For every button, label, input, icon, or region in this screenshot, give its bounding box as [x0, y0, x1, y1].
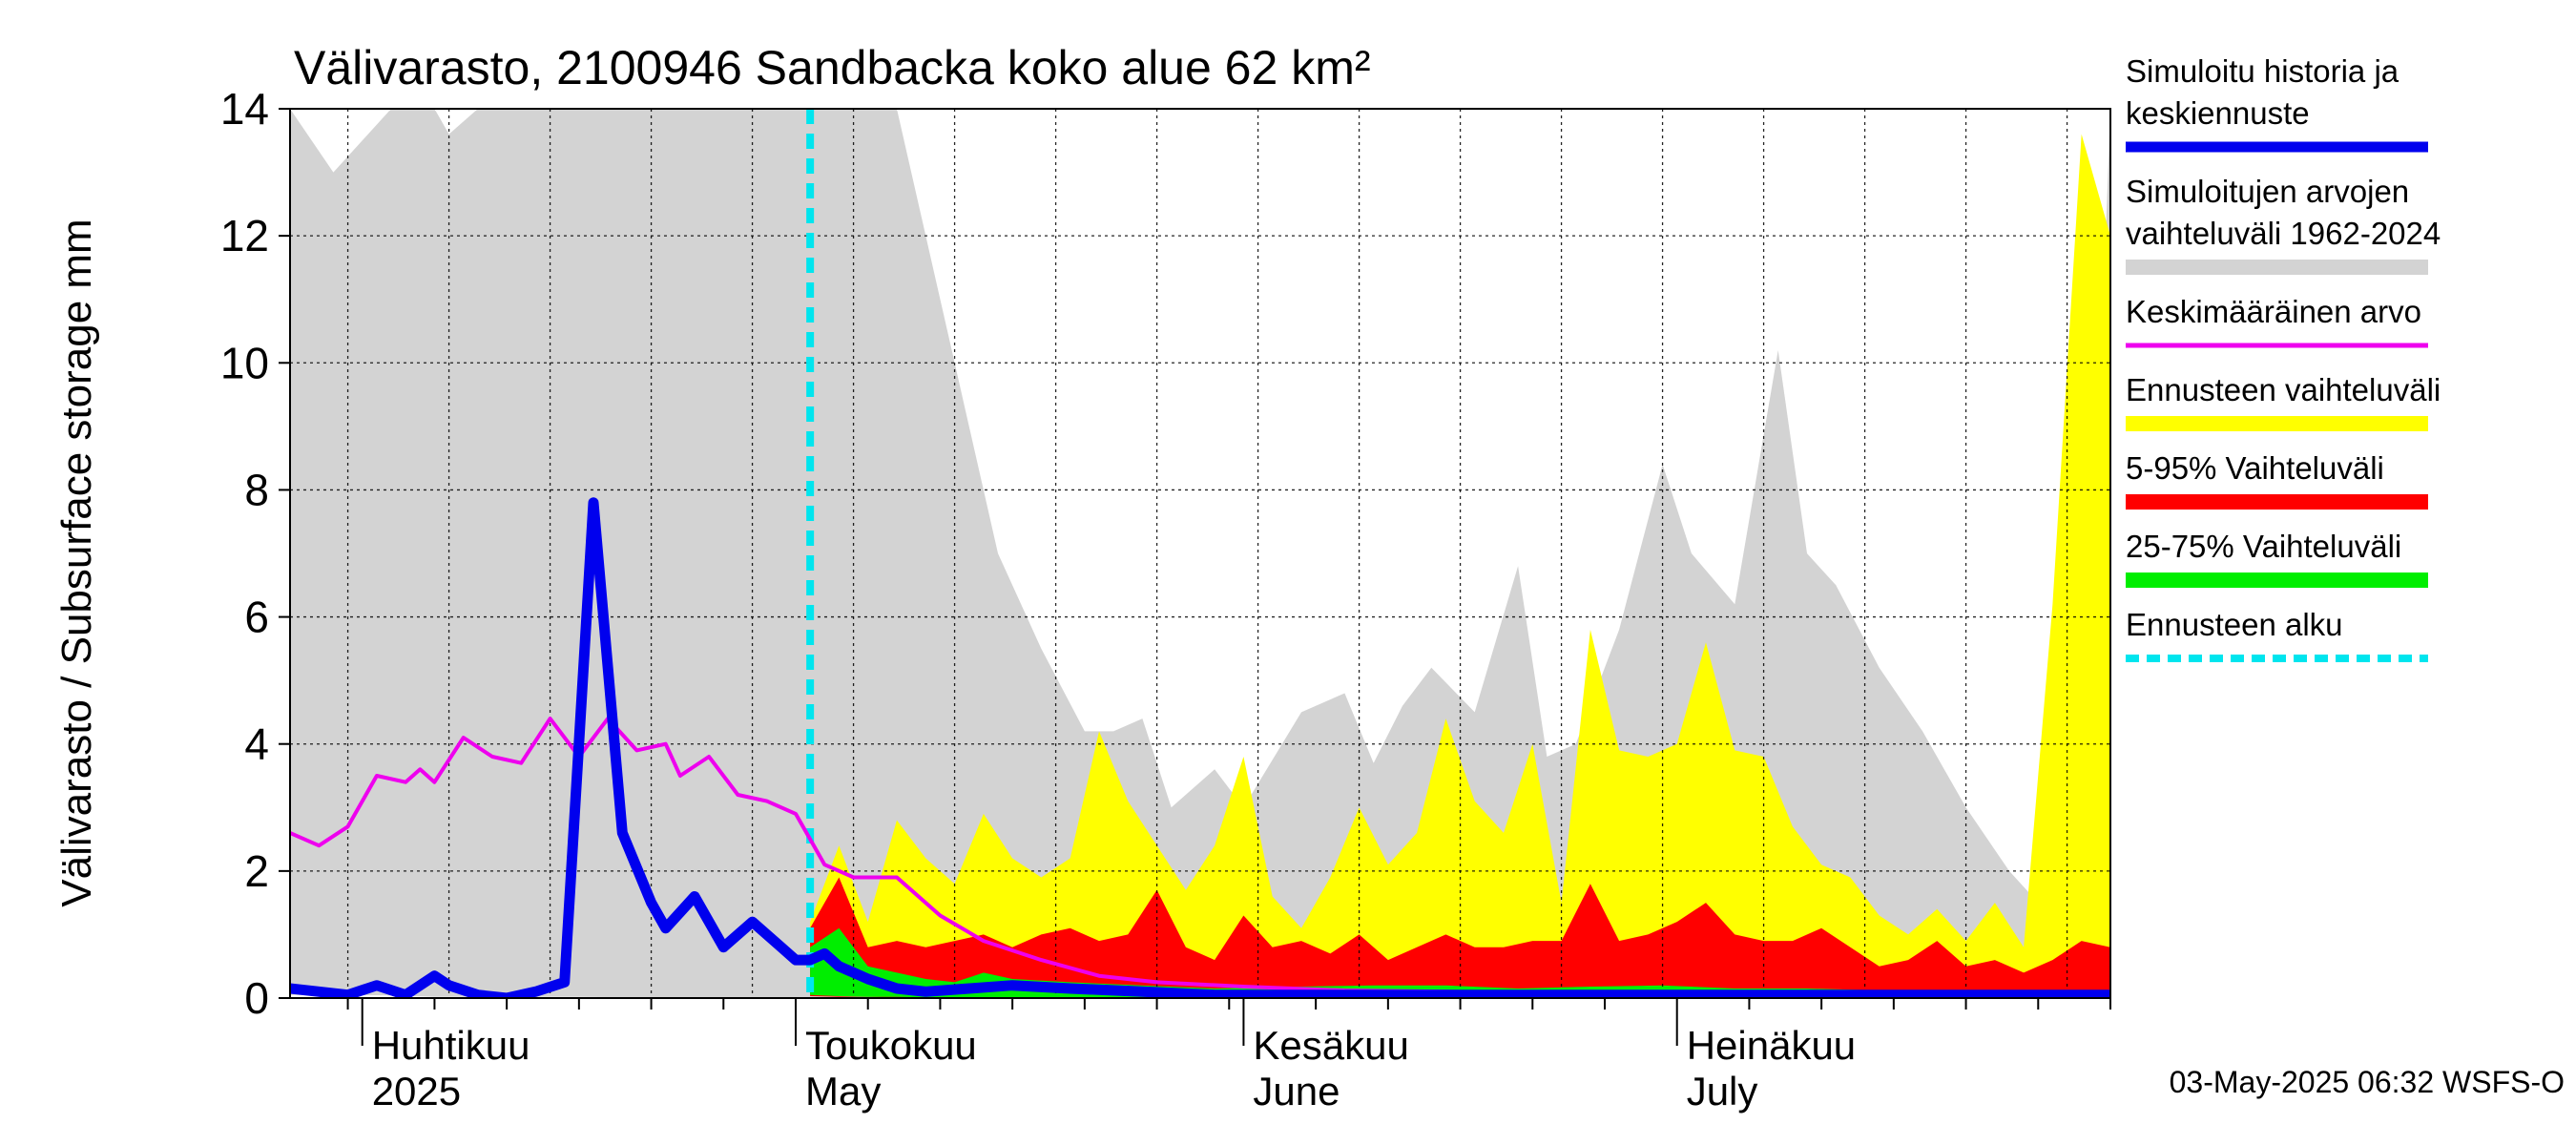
timestamp: 03-May-2025 06:32 WSFS-O	[2170, 1065, 2565, 1099]
plot-frame	[289, 108, 2111, 999]
y-tick-label: 6	[244, 593, 269, 642]
month-label: Huhtikuu	[372, 1023, 530, 1068]
legend-label: Simuloitu historia ja	[2126, 53, 2399, 89]
y-axis-label: Välivarasto / Subsurface storage mm	[53, 219, 100, 906]
y-tick-label: 0	[244, 973, 269, 1023]
legend-label: Simuloitujen arvojen	[2126, 174, 2409, 209]
legend-label: Keskimääräinen arvo	[2126, 294, 2421, 329]
month-label: Toukokuu	[805, 1023, 977, 1068]
series-history	[290, 497, 2110, 998]
month-sublabel: May	[805, 1069, 881, 1114]
grid-layer	[290, 109, 2110, 998]
month-sublabel: 2025	[372, 1069, 461, 1114]
legend-label: Ennusteen alku	[2126, 607, 2343, 642]
y-tick-label: 8	[244, 465, 269, 514]
month-sublabel: July	[1687, 1069, 1758, 1114]
month-label: Heinäkuu	[1687, 1023, 1856, 1068]
legend-label: vaihteluväli 1962-2024	[2126, 216, 2441, 251]
y-tick-label: 14	[220, 84, 269, 134]
band-p5_95	[810, 877, 2110, 998]
legend-label: Ennusteen vaihteluväli	[2126, 372, 2441, 407]
legend-label: 5-95% Vaihteluväli	[2126, 450, 2384, 486]
lines-layer	[290, 109, 2110, 998]
y-tick-label: 12	[220, 211, 269, 260]
legend: Simuloitu historia ja keskiennuste Simuloi…	[2126, 53, 2441, 662]
legend-label: 25-75% Vaihteluväli	[2126, 529, 2401, 564]
y-tick-label: 2	[244, 846, 269, 896]
y-tick-label: 4	[244, 719, 269, 769]
month-sublabel: June	[1253, 1069, 1340, 1114]
month-label: Kesäkuu	[1253, 1023, 1408, 1068]
legend-label: keskiennuste	[2126, 95, 2310, 131]
chart-title: Välivarasto, 2100946 Sandbacka koko alue…	[294, 41, 1371, 94]
y-tick-label: 10	[220, 338, 269, 387]
